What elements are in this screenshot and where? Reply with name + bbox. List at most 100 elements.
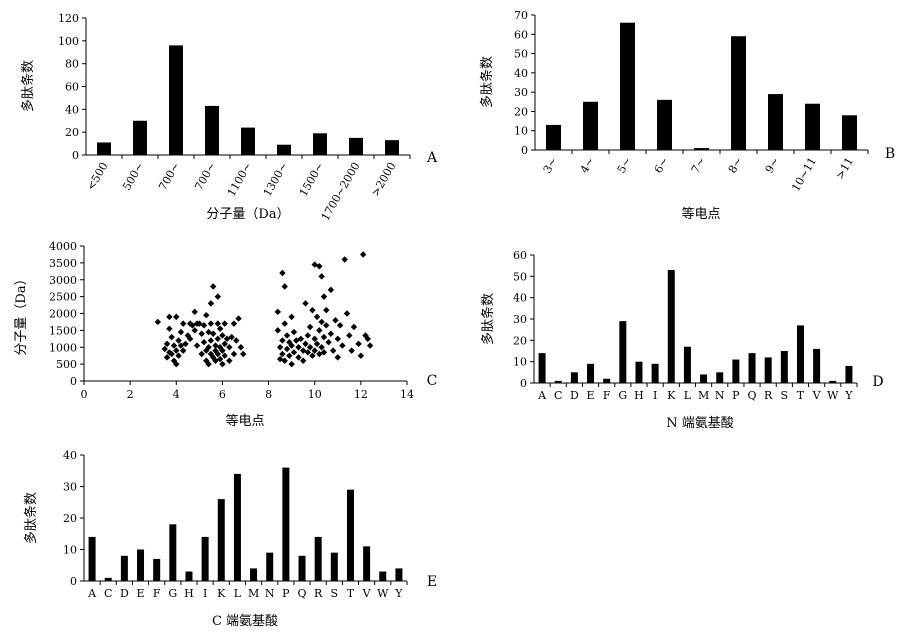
scatter-point — [200, 338, 208, 346]
scatter-point — [281, 357, 288, 364]
scatter-point — [177, 328, 185, 336]
bar — [583, 101, 598, 150]
x-tick-label: M — [698, 389, 709, 402]
bar — [250, 568, 258, 581]
scatter-point — [288, 360, 295, 368]
scatter-point — [341, 256, 348, 263]
scatter-point — [221, 352, 228, 359]
y-tick-label: 3500 — [49, 257, 77, 270]
bar — [635, 361, 643, 383]
x-tick-label: G — [618, 389, 627, 402]
bar — [845, 365, 853, 383]
x-axis-title: C 端氨基酸 — [212, 614, 278, 629]
x-tick-label: C — [104, 587, 112, 600]
bar — [603, 378, 611, 383]
scatter-point — [339, 342, 346, 349]
bar — [546, 124, 561, 150]
bar — [748, 353, 756, 383]
y-tick-label: 40 — [514, 67, 528, 80]
bar — [153, 558, 161, 581]
y-tick-label: 70 — [514, 9, 528, 22]
scatter-point — [320, 349, 328, 356]
scatter-point — [214, 335, 222, 343]
x-tick-label: Y — [844, 389, 853, 402]
x-tick-label: T — [347, 587, 355, 600]
scatter-point — [230, 350, 238, 358]
scatter-point — [205, 344, 212, 351]
scatter-point — [221, 340, 228, 348]
x-tick-label: T — [797, 389, 805, 402]
y-tick-label: 20 — [63, 512, 77, 525]
scatter-point — [288, 313, 295, 321]
scatter-point — [216, 325, 224, 332]
scatter-point — [350, 323, 358, 331]
panel-a: 0 20 40 60 80 100 120 <500 500~ 700~ 700~ 1100~ 1300… — [20, 12, 438, 223]
bar — [277, 144, 291, 155]
y-axis-title: 分子量（Da） — [14, 272, 29, 355]
scatter-point — [196, 320, 203, 327]
scatter-point — [286, 352, 293, 359]
scatter-point — [311, 335, 318, 343]
y-tick-label: 2000 — [49, 308, 77, 321]
y-tick-label: 20 — [514, 105, 528, 118]
bar — [169, 45, 183, 155]
x-tick-label: K — [667, 389, 676, 402]
bar — [97, 142, 111, 155]
scatter-point — [239, 350, 247, 358]
scatter-point — [163, 340, 171, 348]
bar — [314, 536, 322, 581]
y-tick-label: 3000 — [49, 274, 77, 287]
scatter-point — [198, 330, 205, 337]
y-tick-label: 40 — [63, 449, 77, 462]
scatter-point — [219, 332, 226, 339]
x-tick-label: L — [234, 587, 242, 600]
bar — [570, 372, 578, 383]
scatter-point — [205, 360, 212, 368]
x-tick-label: R — [764, 389, 773, 402]
y-tick-label: 80 — [65, 58, 79, 71]
scatter-point — [210, 283, 217, 290]
scatter-point — [214, 350, 222, 358]
scatter-point — [334, 354, 341, 361]
scatter-point — [154, 318, 162, 326]
scatter-point — [166, 313, 173, 321]
bar — [619, 321, 627, 383]
x-tick-label: 700~ — [192, 160, 218, 193]
scatter-point — [214, 320, 222, 327]
scatter-point — [228, 333, 235, 341]
x-tick-label: P — [282, 587, 290, 600]
y-tick-label: 0 — [70, 375, 77, 388]
y-tick-label: 0 — [521, 144, 528, 157]
scatter-point — [166, 325, 173, 332]
bar — [829, 380, 837, 383]
scatter-point — [182, 340, 189, 348]
x-axis-title: 等电点 — [681, 206, 720, 222]
scatter-point — [168, 350, 175, 358]
scatter-point — [290, 349, 298, 356]
y-tick-label: 30 — [513, 313, 527, 326]
scatter-point — [355, 340, 362, 348]
x-tick-label: R — [314, 587, 323, 600]
panel-letter: E — [427, 574, 437, 590]
scatter-point — [316, 327, 323, 334]
bar — [137, 549, 145, 581]
y-tick-label: 60 — [513, 249, 527, 262]
scatter-point — [212, 342, 219, 349]
bar — [700, 374, 708, 383]
y-tick-label: 10 — [513, 356, 527, 369]
y-tick-label: 50 — [513, 270, 527, 283]
x-axis-title: 等电点 — [225, 413, 264, 429]
y-tick-label: 60 — [65, 81, 79, 94]
scatter-point — [302, 340, 309, 348]
x-tick-label: Y — [394, 587, 403, 600]
panel-letter: D — [872, 374, 883, 390]
x-tick-label: H — [634, 389, 644, 402]
x-tick-label: K — [217, 587, 226, 600]
bar — [732, 359, 740, 383]
scatter-point — [237, 344, 245, 351]
scatter-point — [166, 349, 173, 356]
x-tick-label: D — [120, 587, 129, 600]
y-tick-label: 1500 — [49, 324, 77, 337]
scatter-point — [279, 269, 286, 277]
scatter-point — [366, 342, 374, 349]
